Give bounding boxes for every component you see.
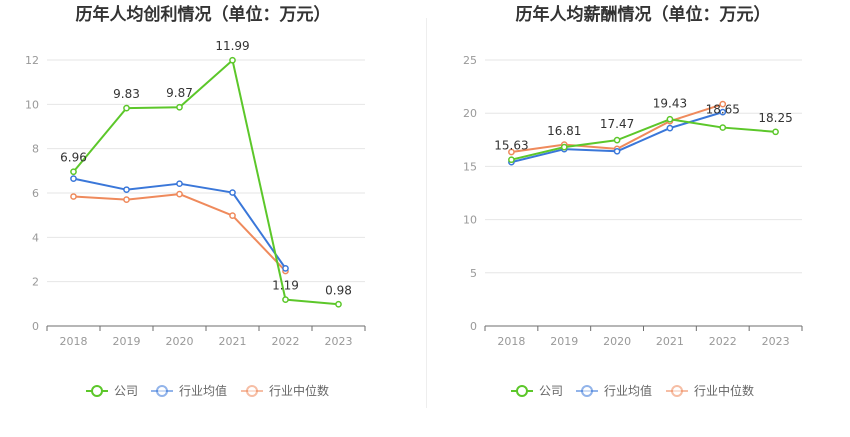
chart-title: 历年人均薪酬情况（单位：万元）: [516, 4, 771, 25]
series-point-1: [613, 147, 621, 155]
y-tick-label: 0: [32, 320, 39, 333]
series-point-0: [282, 296, 289, 303]
x-tick-label: 2021: [219, 335, 247, 348]
series-line-2: [73, 193, 287, 272]
x-tick-label: 2022: [272, 335, 300, 348]
data-label: 18.65: [706, 103, 740, 117]
profit-chart-svg: 历年人均创利情况（单位：万元） 0 2 4 6 8 10 12 2018 2019 2020 2021…: [25, 4, 366, 398]
series-point-2: [719, 100, 727, 108]
series-point-2: [176, 190, 183, 198]
legend-marker-icon: [246, 385, 258, 397]
y-tick-label: 6: [32, 187, 39, 200]
legend-marker-icon: [156, 385, 168, 397]
series-point-1: [229, 189, 236, 196]
y-tick-label: 10: [25, 98, 39, 111]
series-point-0: [560, 143, 568, 151]
data-label: 18.25: [758, 111, 792, 125]
legend-marker-icon: [671, 385, 683, 397]
series-point-1: [123, 186, 130, 194]
x-tick-label: 2019: [113, 335, 141, 348]
y-tick-label: 8: [32, 143, 39, 156]
legend-label: 行业中位数: [269, 383, 329, 398]
series-point-0: [229, 56, 236, 64]
data-label: 1.19: [272, 279, 299, 293]
legend-label: 公司: [114, 384, 138, 398]
y-tick-label: 15: [463, 160, 477, 173]
y-tick-label: 4: [32, 231, 39, 244]
profit-per-capita-chart: 历年人均创利情况（单位：万元） 0 2 4 6 8 10 12 2018 2019 2020 2021…: [25, 4, 366, 398]
y-tick-label: 20: [463, 107, 477, 120]
legend-label: 行业中位数: [694, 383, 754, 398]
data-label: 16.81: [547, 124, 581, 138]
x-tick-label: 2018: [497, 335, 525, 348]
series-point-1: [666, 124, 674, 132]
series-point-0: [613, 136, 621, 144]
series-point-0: [123, 104, 130, 112]
series-point-1: [282, 265, 289, 272]
legend-marker-icon: [516, 385, 528, 397]
y-tick-label: 0: [470, 320, 477, 333]
series-point-2: [229, 212, 236, 219]
data-label: 6.96: [60, 151, 87, 165]
legend-label: 行业均值: [179, 383, 227, 398]
x-tick-label: 2023: [325, 335, 353, 348]
y-tick-label: 25: [463, 54, 477, 67]
data-label: 15.63: [494, 139, 528, 153]
legend-marker-icon: [91, 385, 103, 397]
chart-title: 历年人均创利情况（单位：万元）: [76, 4, 331, 25]
series-point-0: [772, 128, 779, 136]
data-label: 17.47: [600, 117, 634, 131]
series-point-0: [70, 168, 77, 176]
y-tick-label: 2: [32, 276, 39, 289]
panel-divider: [426, 18, 427, 408]
series-point-2: [70, 193, 77, 200]
x-tick-label: 2022: [709, 335, 737, 348]
x-tick-label: 2020: [166, 335, 194, 348]
legend-marker-icon: [581, 385, 593, 397]
series-point-1: [719, 108, 727, 116]
data-label: 9.83: [113, 87, 140, 101]
series-point-2: [508, 148, 515, 156]
y-tick-label: 10: [463, 214, 477, 227]
series-point-1: [176, 180, 183, 188]
series-point-0: [176, 103, 183, 111]
data-label: 19.43: [653, 96, 687, 110]
series-line-0: [511, 118, 776, 161]
series-point-1: [70, 175, 77, 182]
data-label: 9.87: [166, 86, 193, 100]
data-label: 0.98: [325, 283, 352, 297]
series-point-0: [666, 115, 674, 123]
data-label: 11.99: [215, 39, 249, 53]
series-point-0: [508, 156, 515, 164]
x-tick-label: 2020: [603, 335, 631, 348]
x-tick-label: 2018: [60, 335, 88, 348]
legend-label: 公司: [539, 384, 563, 398]
series-point-0: [719, 124, 727, 131]
series-point-2: [123, 196, 130, 203]
x-tick-label: 2023: [762, 335, 790, 348]
y-tick-label: 5: [470, 267, 477, 280]
salary-per-capita-chart: 历年人均薪酬情况（单位：万元） 0 5 10 15 20 25 2018 2019 2020 202…: [425, 0, 850, 437]
x-tick-label: 2021: [656, 335, 684, 348]
salary-chart-svg: 历年人均薪酬情况（单位：万元） 0 5 10 15 20 25 2018 2019 2020 202…: [463, 4, 803, 398]
y-tick-label: 12: [25, 54, 39, 67]
legend-label: 行业均值: [604, 383, 652, 398]
x-tick-label: 2019: [550, 335, 578, 348]
series-line-0: [72, 59, 339, 306]
series-point-0: [335, 300, 342, 308]
